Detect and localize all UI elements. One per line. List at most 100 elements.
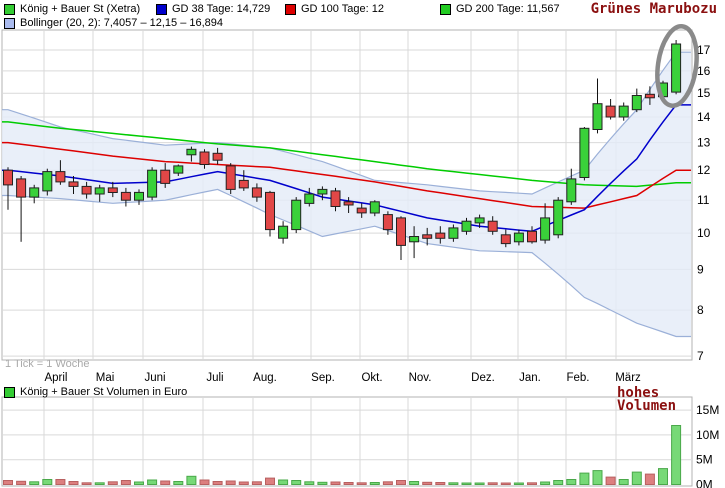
month-axis-label: Nov. [409,372,432,384]
volume-axis-label: 10M [696,428,719,442]
volume-bar [107,481,118,485]
volume-bar [330,481,341,485]
candle-body [42,171,53,192]
candle-body [304,193,315,204]
volume-bar [42,479,53,485]
candle-body [173,165,184,174]
volume-axis-label: 15M [696,403,719,417]
volume-bar [474,482,485,485]
candle-body [330,190,341,207]
volume-bar [94,482,105,485]
candle-body [81,185,92,195]
bollinger-band-fill [2,52,691,337]
gd200-swatch-icon [440,3,451,15]
candle-body [527,230,537,243]
volume-axis-label: 5M [696,453,713,467]
volume-bar [500,482,511,485]
volume-bar [592,470,603,486]
legend-item-volume: König + Bauer St Volumen in Euro [4,386,187,398]
volume-bar [186,475,197,485]
candle-body [605,105,616,118]
volume-axis-label: 0M [696,478,713,488]
volume-bar [304,481,315,485]
candle-body [225,165,236,190]
high-volume-annotation: hohes Volumen [617,385,677,414]
volume-bar [422,481,433,485]
candle-body [671,43,682,93]
volume-bar [291,480,302,485]
candle-body [566,178,577,203]
volume-bar [671,425,682,485]
volume-bar [409,481,420,485]
candle-body [134,191,144,201]
volume-bar [225,480,236,485]
bollinger-swatch-icon [4,17,15,29]
gd38-swatch-icon [156,3,167,15]
volume-bar [343,482,354,485]
month-axis-label: Jan. [519,372,541,384]
legend-item-gd100: GD 100 Tage: 12 [285,3,384,15]
candle-body [618,105,629,118]
candle-body [199,151,210,165]
volume-bar [317,481,328,485]
volume-bar [199,479,210,485]
month-axis-label: Juni [144,372,165,384]
candle-body [540,217,551,241]
month-axis-label: Okt. [361,372,382,384]
month-axis-label: April [44,372,67,384]
volume-bar [618,479,629,485]
candle-body [251,187,262,198]
month-axis-label: Feb. [566,372,589,384]
gd100-line [2,141,691,209]
volume-bar [461,482,472,485]
candle-body [592,103,603,130]
volume-bar [29,481,40,485]
candlestick-series [3,40,682,260]
marubozu-highlight-ellipse [655,24,699,108]
volume-bar [356,482,367,485]
month-axis-label: Aug. [253,372,277,384]
volume-bar [553,480,564,485]
volume-bar [605,476,616,486]
price-axis-label: 14 [697,110,711,124]
candle-body [553,199,564,236]
price-axis-label: 9 [697,262,704,276]
candle-body [579,127,590,179]
volume-bar [55,479,66,485]
candle-body [448,227,459,239]
month-axis-label: Juli [206,372,223,384]
candle-body [500,234,511,245]
candle-body [120,191,131,201]
candle-body [317,188,328,195]
volume-bar [382,481,393,485]
volume-bar [16,480,27,485]
tick-scale-note: 1 Tick = 1 Woche [5,358,90,370]
axis-labels: 17 16 15 14 13 12 11 10 9 8 7 15M 10M 5M 0M April Mai Jun… [44,43,719,488]
volume-bar [68,481,79,485]
candle-body [186,148,197,156]
volume-bar [134,481,144,485]
legend-label: König + Bauer St (Xetra) [20,3,141,15]
candle-body [55,171,66,183]
price-axis-label: 15 [697,86,711,100]
legend-label: GD 100 Tage: 12 [301,3,384,15]
candle-body [513,232,524,243]
price-axis-label: 13 [697,136,711,150]
volume-bar [435,482,446,485]
volume-bar [644,473,655,486]
legend-label: König + Bauer St Volumen in Euro [20,386,188,398]
price-axis-label: 17 [697,43,711,57]
candle-body [487,220,498,232]
price-series-swatch-icon [4,3,15,15]
candle-body [147,169,158,198]
volume-bar [3,480,13,485]
legend-label: GD 200 Tage: 11,567 [456,3,560,15]
legend-label: GD 38 Tage: 14,729 [172,3,271,15]
candle-body [278,225,289,239]
month-axis-label: Sep. [311,372,335,384]
volume-bar [448,482,459,485]
volume-bar [238,481,249,485]
candle-body [160,169,171,184]
